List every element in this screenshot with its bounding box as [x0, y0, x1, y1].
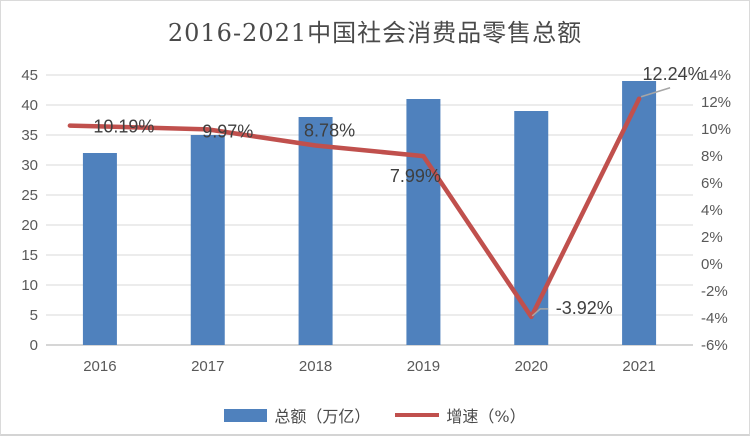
right-axis-tick-label: 2% [701, 229, 723, 246]
growth-line [67, 96, 642, 320]
x-axis-tick-label: 2016 [83, 358, 116, 375]
bar-2016 [82, 153, 117, 345]
legend-bar-label: 总额（万亿） [274, 407, 371, 426]
bar-2019 [406, 99, 441, 345]
left-axis-tick-label: 30 [21, 157, 38, 174]
x-axis-tick-label: 2017 [191, 358, 224, 375]
left-axis-tick-label: 45 [21, 67, 38, 84]
left-axis-tick-label: 0 [30, 337, 38, 354]
right-axis-tick-label: -2% [701, 283, 728, 300]
left-axis-tick-label: 25 [21, 187, 38, 204]
bar-2018 [298, 117, 333, 345]
data-label: -3.92% [556, 298, 613, 318]
x-axis-tick-label: 2019 [407, 358, 440, 375]
label-leader-line [531, 308, 549, 317]
right-axis-tick-label: 12% [701, 94, 731, 111]
right-axis-tick-label: -4% [701, 310, 728, 327]
x-axis-tick-label: 2018 [299, 358, 332, 375]
left-axis-tick-label: 40 [21, 97, 38, 114]
left-axis-tick-label: 5 [30, 307, 38, 324]
legend-line-swatch-icon [395, 413, 440, 417]
data-label: 12.24% [643, 64, 704, 84]
left-axis-tick-label: 35 [21, 127, 38, 144]
right-axis-tick-label: 0% [701, 256, 723, 273]
data-label: 7.99% [390, 166, 441, 186]
right-axis-tick-label: 14% [701, 67, 731, 84]
right-axis-tick-label: 8% [701, 148, 723, 165]
bar-2017 [190, 135, 225, 345]
left-axis-tick-label: 20 [21, 217, 38, 234]
legend-line-label: 增速（%） [446, 407, 526, 426]
data-label: 8.78% [304, 120, 355, 140]
x-axis-tick-label: 2021 [622, 358, 655, 375]
right-axis-tick-label: 6% [701, 175, 723, 192]
right-axis-tick-label: -6% [701, 337, 728, 354]
right-axis-tick-label: 4% [701, 202, 723, 219]
legend-bar-swatch-icon [224, 408, 268, 422]
data-label: 9.97% [202, 121, 253, 141]
right-axis-tick-label: 10% [701, 121, 731, 138]
left-axis-tick-label: 15 [21, 247, 38, 264]
data-label: 10.19% [93, 116, 154, 136]
chart-title: 2016-2021中国社会消费品零售总额 [167, 19, 583, 47]
left-axis-tick-label: 10 [21, 277, 38, 294]
label-leader-line [640, 87, 671, 98]
x-axis-tick-label: 2020 [515, 358, 548, 375]
legend: 总额（万亿） 增速（%） [0, 403, 750, 427]
bar-2020 [514, 111, 549, 345]
